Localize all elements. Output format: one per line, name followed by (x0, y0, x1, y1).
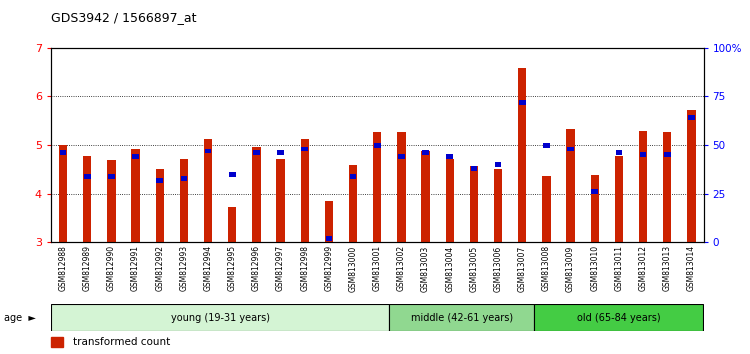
Bar (566, 129, 574, 242)
Bar (389, 304, 534, 331)
Bar (470, 166, 477, 171)
Bar (131, 149, 140, 242)
Text: age  ►: age ► (4, 313, 36, 323)
Bar (518, 68, 526, 242)
Bar (542, 176, 550, 242)
Bar (543, 143, 550, 148)
Bar (591, 189, 598, 194)
Bar (534, 304, 704, 331)
Bar (349, 165, 357, 242)
Bar (590, 175, 599, 242)
Bar (688, 115, 694, 120)
Bar (51, 337, 63, 347)
Bar (253, 150, 260, 155)
Bar (639, 131, 647, 242)
Bar (84, 174, 91, 179)
Bar (180, 159, 188, 242)
Bar (229, 172, 236, 177)
Bar (60, 150, 67, 155)
Bar (58, 145, 68, 242)
Bar (278, 150, 284, 155)
Bar (640, 153, 646, 157)
Bar (181, 176, 188, 181)
Bar (664, 153, 670, 157)
Bar (663, 132, 671, 242)
Bar (228, 207, 236, 242)
Bar (51, 304, 389, 331)
Bar (156, 178, 164, 183)
Bar (350, 174, 356, 179)
Bar (302, 147, 308, 152)
Bar (687, 110, 696, 242)
Text: GDS3942 / 1566897_at: GDS3942 / 1566897_at (51, 11, 196, 24)
Bar (422, 150, 429, 155)
Bar (567, 147, 574, 152)
Bar (519, 100, 526, 105)
Text: old (65-84 years): old (65-84 years) (577, 313, 661, 323)
Bar (615, 156, 623, 242)
Bar (252, 147, 261, 242)
Bar (326, 236, 332, 241)
Bar (374, 143, 381, 148)
Bar (373, 132, 382, 242)
Bar (616, 150, 622, 155)
Bar (276, 159, 285, 242)
Bar (398, 154, 405, 159)
Bar (155, 170, 164, 242)
Text: young (19-31 years): young (19-31 years) (171, 313, 270, 323)
Bar (495, 162, 502, 167)
Bar (398, 132, 406, 242)
Bar (107, 160, 116, 242)
Bar (204, 139, 212, 242)
Bar (325, 201, 333, 242)
Bar (205, 149, 212, 153)
Bar (446, 159, 454, 242)
Text: transformed count: transformed count (73, 337, 170, 347)
Bar (301, 139, 309, 242)
Text: middle (42-61 years): middle (42-61 years) (411, 313, 513, 323)
Bar (132, 154, 139, 159)
Bar (446, 154, 453, 159)
Bar (494, 170, 502, 242)
Bar (470, 166, 478, 242)
Bar (108, 174, 115, 179)
Bar (83, 156, 92, 242)
Bar (422, 151, 430, 242)
